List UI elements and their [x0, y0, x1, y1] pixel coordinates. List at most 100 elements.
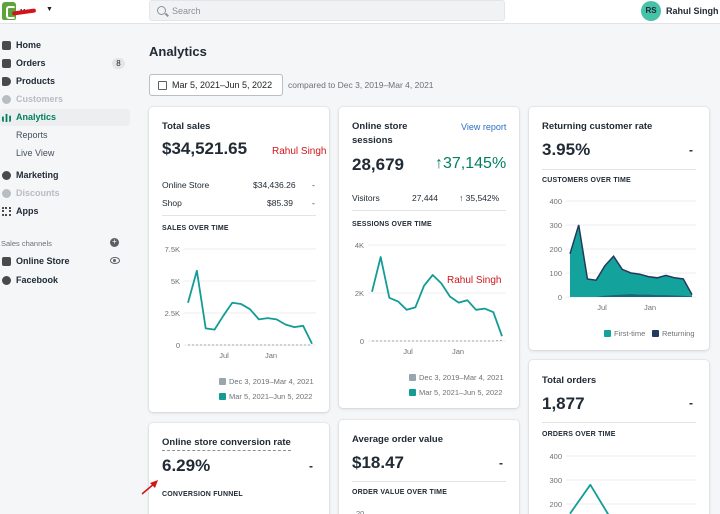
- conversion-rate-card: Online store conversion rate 6.29% - CON…: [149, 423, 329, 514]
- divider: [542, 422, 696, 423]
- search-icon: [157, 6, 166, 15]
- handwritten-annotation: Rahul Singh: [272, 146, 327, 157]
- card-title: Total sales: [162, 121, 211, 132]
- sidebar-item-label: Live View: [16, 148, 55, 158]
- legend-label: Dec 3, 2019–Mar 4, 2021: [229, 377, 314, 386]
- marketing-icon: [2, 171, 11, 180]
- discounts-icon: [2, 189, 11, 198]
- legend-label: Mar 5, 2021–Jun 5, 2022: [229, 392, 313, 401]
- divider: [162, 215, 316, 216]
- divider: [542, 169, 696, 170]
- avg-order-value: $18.47: [352, 453, 404, 472]
- x-tick-label: Jan: [644, 303, 656, 312]
- area-series-returning: [570, 294, 692, 297]
- sidebar-item-discounts[interactable]: Discounts: [0, 185, 130, 202]
- row-label: Shop: [162, 198, 182, 208]
- total-sales-value: $34,521.65: [162, 139, 248, 158]
- search-input[interactable]: Search: [149, 0, 505, 21]
- y-tick-label: 2K: [355, 289, 364, 298]
- sessions-over-time-chart: 0 2K 4K Jul Jan: [355, 241, 506, 356]
- line-series-current: [187, 269, 313, 345]
- conversion-rate-value: 6.29%: [162, 456, 211, 475]
- top-bar: u ▼ Search RS Rahul Singh: [0, 0, 720, 24]
- sidebar-item-analytics[interactable]: Analytics: [0, 109, 130, 126]
- add-channel-icon[interactable]: +: [110, 238, 119, 247]
- sidebar-item-reports[interactable]: Reports: [0, 127, 130, 144]
- x-tick-label: Jul: [219, 351, 229, 360]
- chevron-down-icon[interactable]: ▼: [46, 6, 53, 13]
- y-tick-label: 200: [549, 500, 562, 509]
- total-orders-change: -: [689, 396, 693, 410]
- eye-icon[interactable]: [110, 257, 120, 264]
- total-orders-value: 1,877: [542, 394, 585, 413]
- chart-title: SESSIONS OVER TIME: [352, 221, 432, 228]
- legend-swatch: [409, 389, 416, 396]
- sidebar-item-label: Home: [16, 40, 42, 50]
- row-value: $34,436.26: [253, 180, 296, 190]
- average-order-value-card: Average order value $18.47 - ORDER VALUE…: [339, 420, 519, 514]
- sidebar-item-orders[interactable]: Orders 8: [0, 55, 130, 72]
- red-arrow-annotation: [141, 480, 158, 495]
- sidebar-item-facebook[interactable]: Facebook: [0, 272, 130, 289]
- shopify-logo-icon[interactable]: [2, 2, 16, 20]
- x-tick-label: Jan: [452, 347, 464, 356]
- conversion-rate-change: -: [309, 459, 313, 473]
- facebook-icon: [2, 276, 11, 285]
- total-sales-card: Total sales $34,521.65 Rahul Singh Onlin…: [149, 107, 329, 412]
- area-series-first-time: [570, 225, 692, 297]
- card-title: Online store sessions: [352, 121, 408, 146]
- avg-order-value-change: -: [499, 456, 503, 470]
- row-label: Visitors: [352, 193, 380, 203]
- sidebar-item-customers[interactable]: Customers: [0, 91, 130, 108]
- sessions-value: 28,679: [352, 155, 404, 174]
- customers-icon: [2, 95, 11, 104]
- card-title: Total orders: [542, 375, 597, 386]
- search-placeholder: Search: [172, 6, 201, 16]
- returning-rate-change: -: [689, 143, 693, 157]
- y-tick-label: 400: [549, 197, 562, 206]
- user-name[interactable]: Rahul Singh: [666, 6, 719, 16]
- card-title: Average order value: [352, 434, 443, 445]
- x-tick-label: Jan: [265, 351, 277, 360]
- date-range-button[interactable]: Mar 5, 2021–Jun 5, 2022: [149, 74, 283, 96]
- row-label: Online Store: [162, 180, 210, 190]
- returning-customer-rate-card: Returning customer rate 3.95% - CUSTOMER…: [529, 107, 709, 350]
- row-change: -: [312, 198, 315, 208]
- line-series-previous: [372, 339, 503, 342]
- sidebar-item-label: Online Store: [16, 256, 70, 266]
- sidebar-item-home[interactable]: Home: [0, 37, 130, 54]
- x-tick-label: Jul: [597, 303, 607, 312]
- legend-label: First-time: [614, 329, 646, 338]
- sidebar-item-apps[interactable]: Apps: [0, 203, 130, 220]
- line-series-current: [371, 256, 503, 337]
- avatar[interactable]: RS: [641, 1, 661, 21]
- legend-item-current: Mar 5, 2021–Jun 5, 2022: [409, 388, 502, 397]
- sales-channels-heading: Sales channels: [1, 239, 52, 248]
- view-report-link[interactable]: View report: [461, 122, 507, 132]
- y-tick-label: 7.5K: [165, 245, 180, 254]
- line-series-current: [569, 483, 610, 514]
- home-icon: [2, 41, 11, 50]
- divider: [352, 481, 506, 482]
- sidebar-item-live-view[interactable]: Live View: [0, 145, 130, 162]
- sidebar: Home Orders 8 Products Customers Analyti…: [0, 25, 131, 514]
- y-tick-label: 400: [549, 452, 562, 461]
- sidebar-item-online-store[interactable]: Online Store: [0, 253, 130, 270]
- sidebar-item-label: Apps: [16, 206, 39, 216]
- card-title: Online store conversion rate: [162, 436, 291, 451]
- y-tick-label: 300: [549, 476, 562, 485]
- row-change-value: 35,542%: [465, 193, 500, 203]
- chart-title: ORDERS OVER TIME: [542, 431, 616, 438]
- y-tick-label: 4K: [355, 241, 364, 250]
- date-range-label: Mar 5, 2021–Jun 5, 2022: [172, 80, 273, 90]
- legend-item-current: Mar 5, 2021–Jun 5, 2022: [219, 392, 312, 401]
- page-title: Analytics: [149, 44, 207, 59]
- legend-item-returning: Returning: [652, 329, 695, 338]
- row-change: -: [312, 180, 315, 190]
- chart-title: CONVERSION FUNNEL: [162, 491, 243, 498]
- y-tick-label: 300: [549, 221, 562, 230]
- sidebar-item-products[interactable]: Products: [0, 73, 130, 90]
- chart-title: SALES OVER TIME: [162, 225, 229, 232]
- sidebar-item-marketing[interactable]: Marketing: [0, 167, 130, 184]
- legend-item-previous: Dec 3, 2019–Mar 4, 2021: [409, 373, 504, 382]
